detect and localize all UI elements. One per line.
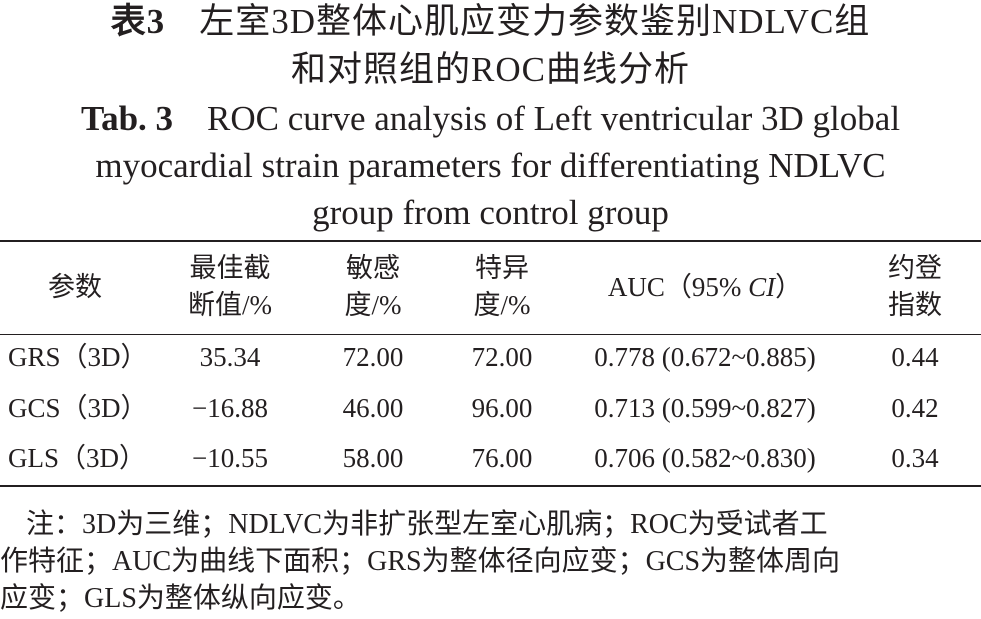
table-header-rule: [0, 334, 981, 335]
row-gls-auc: 0.706 (0.582~0.830): [594, 443, 816, 473]
row-gls-cutoff: −10.55: [192, 443, 268, 473]
header-param: 参数: [48, 272, 102, 302]
table-label-zh: 表3: [110, 2, 166, 41]
row-grs-youden: 0.44: [891, 342, 939, 372]
header-auc: AUC（95% CI）: [580, 272, 830, 302]
table-label-en: Tab. 3: [80, 99, 174, 138]
row-grs-param: GRS（3D）: [8, 342, 148, 372]
row-gcs-sensitivity: 46.00: [342, 393, 404, 423]
table-title-zh-line1: 表3 左室3D整体心肌应变力参数鉴别NDLVC组: [0, 2, 981, 42]
table-bottom-rule: [0, 485, 981, 487]
row-grs-specificity: 72.00: [471, 342, 533, 372]
row-gls-youden: 0.34: [891, 443, 939, 473]
title-zh-text-1: 左室3D整体心肌应变力参数鉴别NDLVC组: [199, 2, 871, 41]
note-line3: 应变；GLS为整体纵向应变。: [0, 583, 361, 614]
row-gcs-auc: 0.713 (0.599~0.827): [594, 393, 816, 423]
row-gcs-param: GCS（3D）: [8, 393, 148, 423]
title-zh-text-2: 和对照组的ROC曲线分析: [291, 50, 690, 89]
row-gcs-specificity: 96.00: [471, 393, 533, 423]
row-gls-param: GLS（3D）: [8, 443, 147, 473]
row-grs-auc: 0.778 (0.672~0.885): [594, 342, 816, 372]
header-auc-close: ）: [775, 272, 803, 302]
table-title-en-line1: Tab. 3 ROC curve analysis of Left ventric…: [0, 96, 981, 142]
table-top-rule: [0, 240, 981, 242]
header-auc-text: AUC（95%: [607, 272, 749, 302]
header-specificity-line2: 度/%: [473, 290, 531, 320]
title-en-text-3: group from control group: [312, 193, 669, 232]
row-gcs-youden: 0.42: [891, 393, 939, 423]
header-auc-ci: CI: [748, 272, 776, 302]
row-grs-sensitivity: 72.00: [342, 342, 404, 372]
header-sensitivity-line2: 度/%: [344, 290, 402, 320]
header-youden-line2: 指数: [888, 290, 942, 320]
row-grs-cutoff: 35.34: [199, 342, 261, 372]
title-en-text-2: myocardial strain parameters for differe…: [95, 146, 886, 185]
row-gls-sensitivity: 58.00: [342, 443, 404, 473]
header-specificity-line1: 特异: [475, 253, 529, 283]
note-line1: 注：3D为三维；NDLVC为非扩张型左室心肌病；ROC为受试者工: [26, 509, 828, 540]
header-cutoff-line1: 最佳截: [189, 253, 271, 283]
title-en-text-1: ROC curve analysis of Left ventricular 3…: [207, 99, 901, 138]
row-gcs-cutoff: −16.88: [192, 393, 268, 423]
header-cutoff-line2: 断值/%: [188, 290, 272, 320]
row-gls-specificity: 76.00: [471, 443, 533, 473]
note-line2: 作特征；AUC为曲线下面积；GRS为整体径向应变；GCS为整体周向: [0, 546, 841, 577]
header-youden-line1: 约登: [888, 253, 942, 283]
header-sensitivity-line1: 敏感: [346, 253, 400, 283]
